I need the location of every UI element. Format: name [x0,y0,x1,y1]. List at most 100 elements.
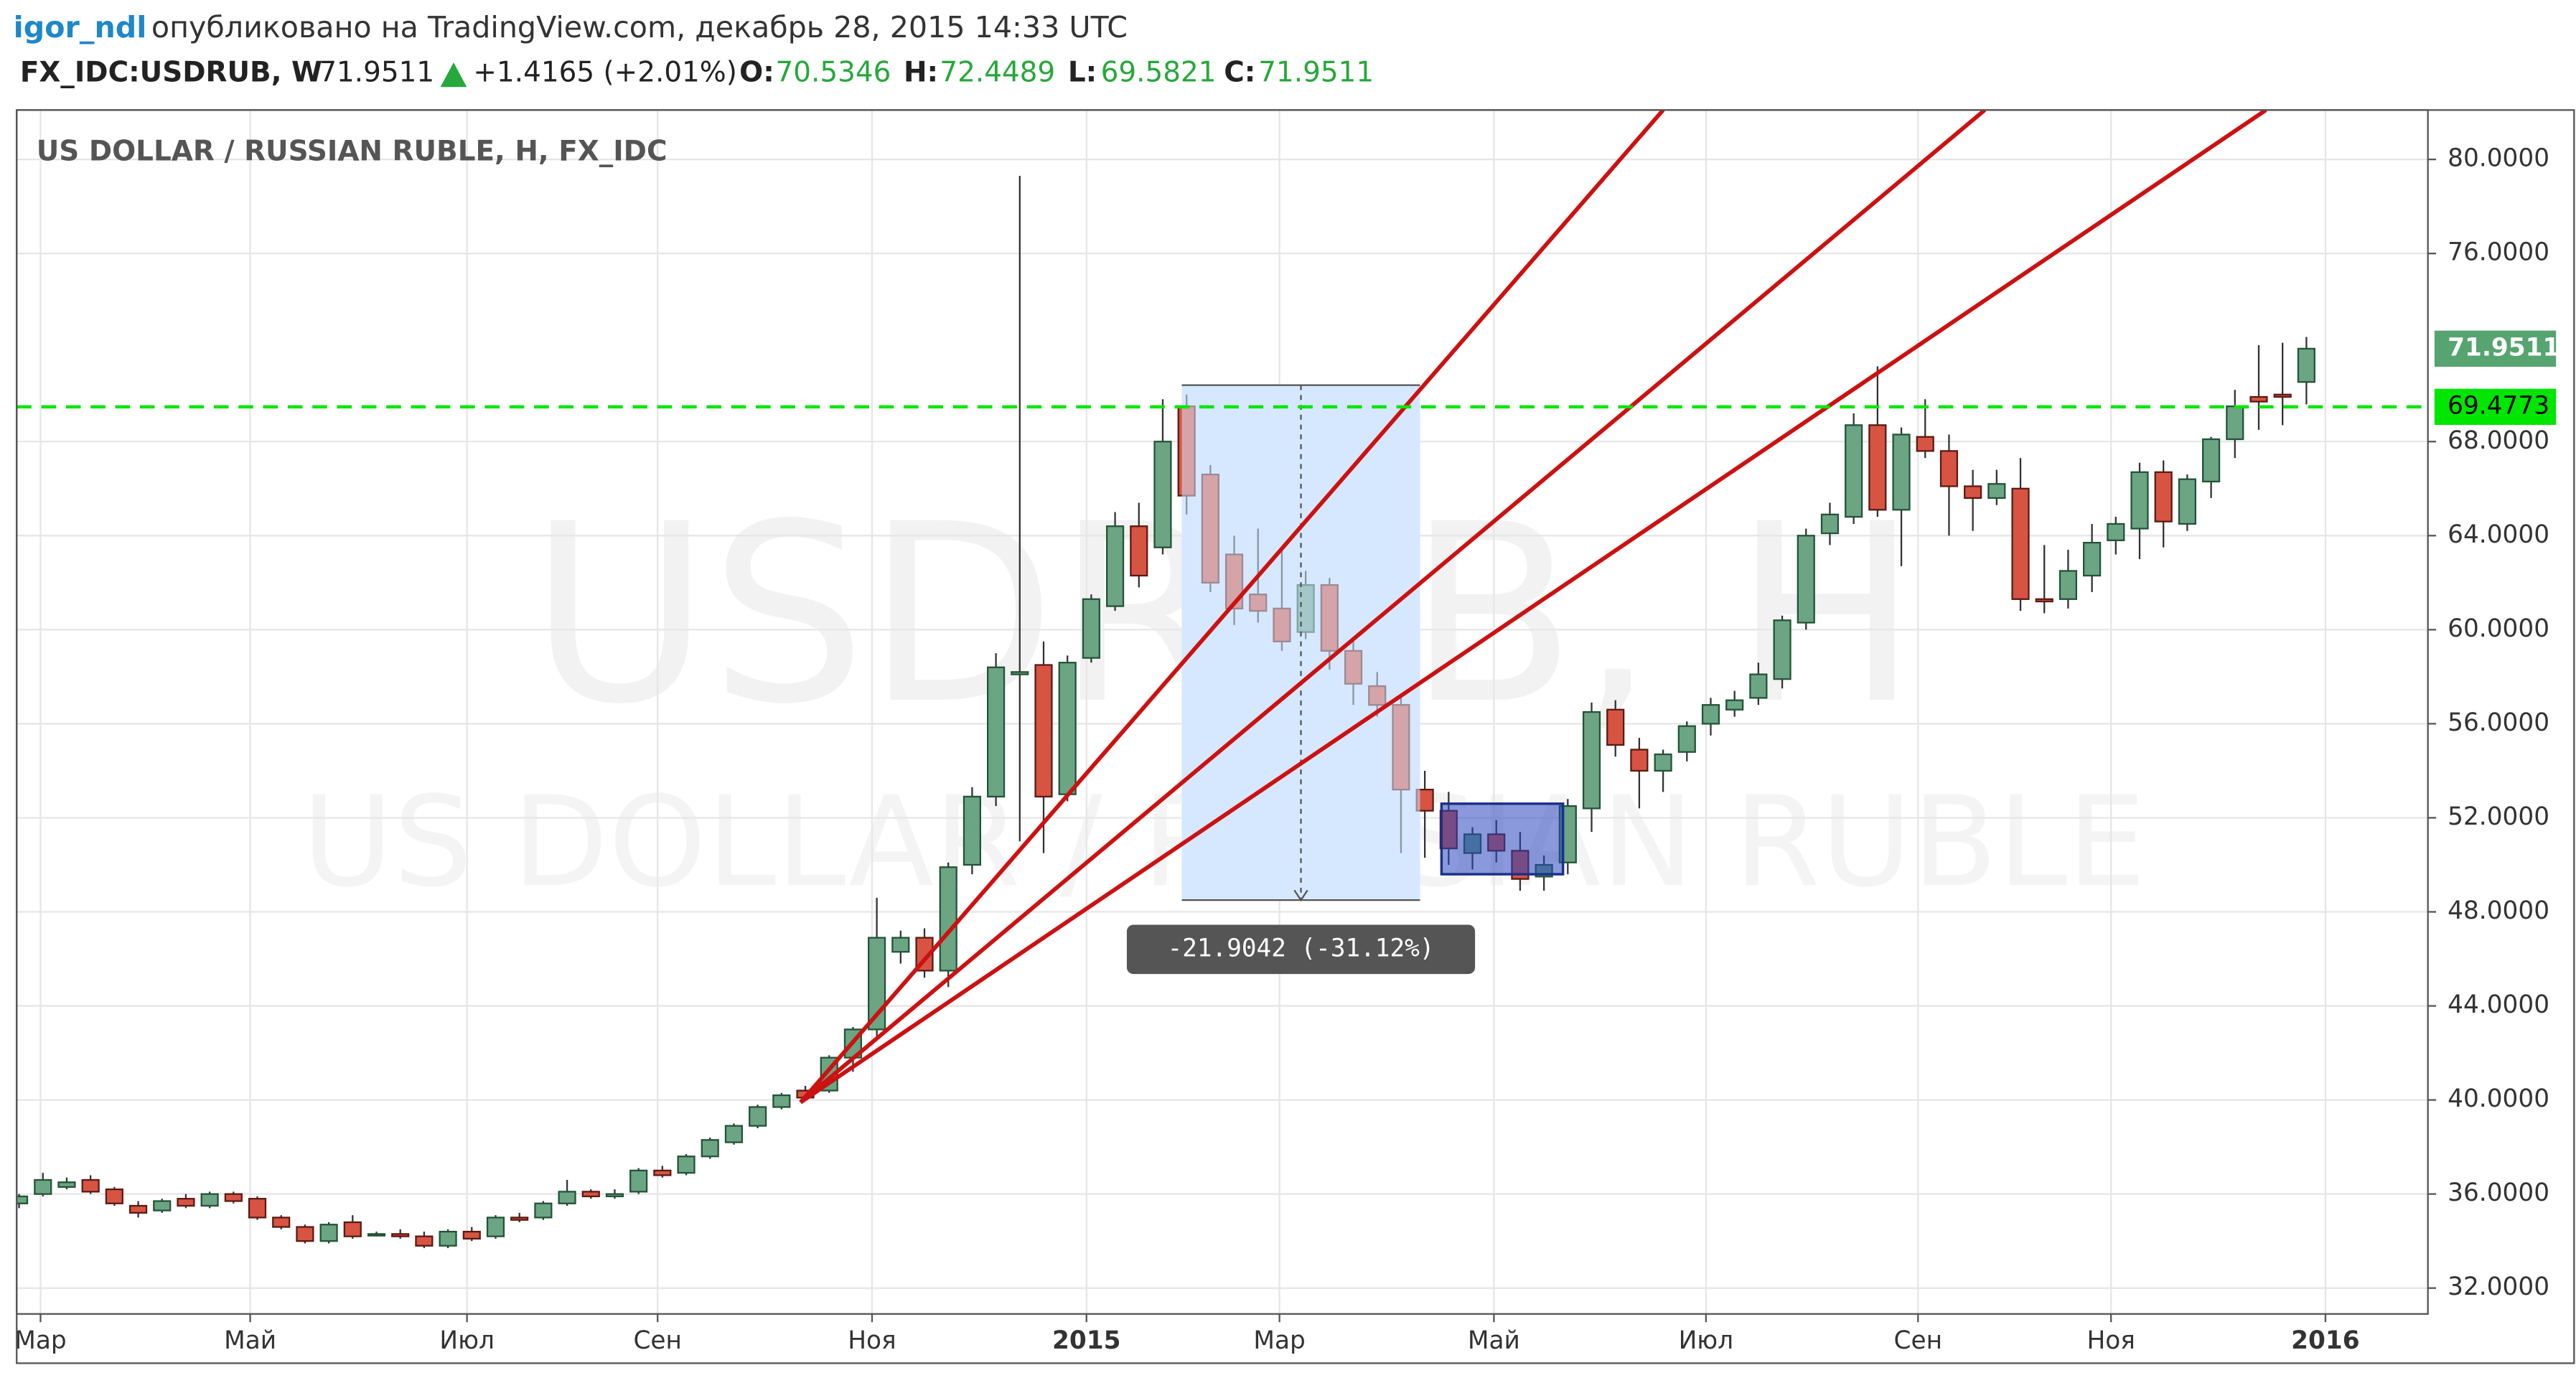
low-label: L: [1068,56,1097,88]
low-value: 69.5821 [1101,56,1217,88]
candle-body [1916,436,1934,452]
candle-body [462,1230,481,1240]
y-tick-label: 68.0000 [2448,426,2549,455]
candle-body [128,1204,148,1214]
candle-body [2011,487,2030,600]
candle-body [57,1181,76,1188]
high-value: 72.4489 [940,56,1055,88]
close-label: C: [1224,56,1255,88]
candle-body [153,1200,172,1211]
x-tick-label: Июл [1679,1326,1733,1355]
y-tick-label: 52.0000 [2448,802,2549,831]
candle-body [2273,393,2292,398]
candle-body [1749,673,1768,699]
candle-body [1725,699,1744,711]
chart-title: US DOLLAR / RUSSIAN RUBLE, H, FX_IDC [37,135,668,167]
y-tick-label: 44.0000 [2448,990,2549,1019]
change: +1.4165 (+2.01%) [473,56,737,88]
candle-body [319,1224,338,1242]
close-value: 71.9511 [1258,56,1374,88]
candle-body [1011,671,1029,675]
candle-body [1034,664,1053,798]
candle-body [1058,662,1077,795]
hline-price-label: 69.4773 [2448,391,2549,420]
up-arrow [440,62,467,88]
candle-body [272,1217,291,1228]
candle-body [558,1191,576,1204]
hline-price-box [2434,388,2557,426]
candle-body [1773,619,1792,680]
candle-body [439,1230,457,1247]
candle-body [2297,347,2315,383]
high-label: H: [904,56,938,88]
x-tick-label: Сен [633,1326,682,1355]
candle-body [367,1233,386,1237]
candle-body [677,1156,695,1174]
candle-body [534,1202,553,1219]
candle-body [891,937,910,953]
x-tick-label: Сен [1894,1326,1943,1355]
x-tick-label: Май [1468,1326,1520,1355]
candle-body [963,795,981,866]
y-tick-label: 48.0000 [2448,896,2549,925]
candle-body [1939,450,1959,487]
candle-body [653,1169,672,1176]
candle-body [17,1195,29,1204]
author[interactable]: igor_ndl [14,10,147,44]
measure-arrowhead [1293,889,1308,902]
candle-body [1630,749,1649,772]
open-label: O: [739,56,774,88]
x-tick-label: Мар [14,1326,66,1355]
candle-body [2130,471,2149,530]
y-tick-label: 60.0000 [2448,614,2549,643]
candle-body [224,1193,243,1202]
candle-body [868,937,886,1031]
x-tick-label: Май [224,1326,276,1355]
candle-body [2059,570,2078,600]
candle-body [2083,542,2102,577]
last-price-label: 71.9511 [2448,333,2559,362]
measure-label: -21.9042 (-31.12%) [1168,934,1435,962]
candle-body [1868,424,1887,511]
y-tick-label: 36.0000 [2448,1178,2549,1207]
y-tick-label: 56.0000 [2448,708,2549,737]
range-box [1440,802,1565,876]
x-tick-label: Мар [1253,1326,1305,1355]
candle-body [1082,598,1100,659]
candle-body [1797,535,1815,624]
candle-body [701,1139,719,1158]
candle-body [510,1217,529,1221]
candle-body [2226,405,2244,441]
candle-body [1964,485,1982,500]
candle-body [296,1226,314,1242]
candle-body [2107,522,2125,542]
candle-body [749,1106,767,1127]
x-tick-label: Ноя [848,1326,896,1355]
y-tick-label: 40.0000 [2448,1084,2549,1113]
candle-body [2178,478,2196,525]
candle-body [34,1178,52,1195]
y-tick-label: 32.0000 [2448,1272,2549,1301]
candle-body [1582,711,1601,810]
symbol: FX_IDC:USDRUB, W [20,56,322,88]
measure-label-box [1126,924,1476,975]
candle-body [724,1125,744,1143]
candle-body [1130,525,1148,577]
candle-body [1606,708,1625,746]
open-value: 70.5346 [776,56,891,88]
candle-body [1654,753,1672,772]
fan-line [799,110,1987,1105]
candle-body [2202,438,2221,483]
candle-body [2154,471,2173,522]
y-tick-label: 64.0000 [2448,520,2549,549]
candle-body [343,1221,362,1237]
x-tick-label: 2015 [1052,1326,1121,1355]
candle-body [1892,433,1911,511]
fan-line [799,110,2267,1105]
x-tick-label: 2016 [2291,1326,2360,1355]
fan-line [799,110,1665,1104]
candle-body [2035,598,2053,603]
candle-body [1701,704,1720,725]
candle-body [1820,513,1840,535]
